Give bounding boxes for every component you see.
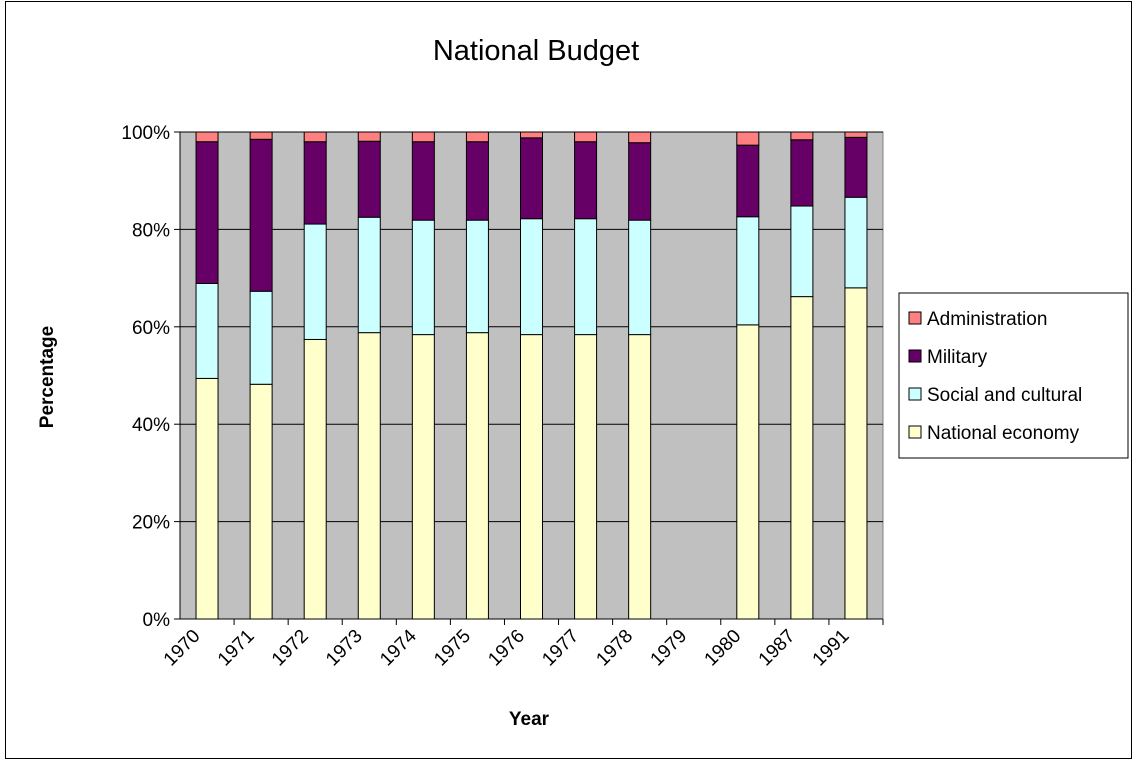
- bar-segment: [574, 334, 598, 620]
- bar-segment: [411, 334, 435, 620]
- bar-segment: [357, 216, 381, 334]
- bar-segment: [411, 141, 435, 221]
- legend-box: [898, 292, 1129, 459]
- bar-segment: [195, 141, 219, 284]
- x-tick-label: 1975: [430, 626, 475, 671]
- bar-segment: [195, 377, 219, 620]
- legend-label: National economy: [927, 423, 1080, 444]
- legend-label: Social and cultural: [927, 385, 1082, 406]
- bar-segment: [249, 383, 273, 620]
- bar-segment: [736, 144, 760, 218]
- y-tick-label: 60%: [132, 318, 170, 339]
- bar-segment: [736, 131, 760, 146]
- bar-segment: [520, 218, 543, 336]
- bar-segment: [357, 140, 381, 218]
- bar-segment: [303, 223, 327, 340]
- bar-segment: [303, 338, 327, 620]
- chart-title: National Budget: [433, 35, 639, 67]
- legend-swatch: [908, 349, 922, 363]
- axes: [174, 131, 884, 625]
- legend-swatch: [908, 311, 922, 325]
- bar-segment: [628, 219, 652, 336]
- bar-segment: [790, 205, 814, 298]
- bar-segment: [249, 138, 273, 292]
- bar-segment: [249, 290, 273, 385]
- chart-canvas: National Budget 0%20%40%60%80%100% 1970 1…: [37, 35, 1129, 730]
- bar-segment: [844, 196, 868, 289]
- y-tick-label: 80%: [132, 220, 170, 241]
- bar-segment: [357, 131, 381, 142]
- legend: Administration Military Social and cultura…: [898, 292, 1129, 459]
- bar-segment: [790, 296, 814, 620]
- bar-segment: [195, 282, 219, 379]
- bar-segment: [574, 131, 598, 143]
- bar-segment: [736, 324, 760, 620]
- bar-segment: [736, 216, 760, 326]
- bar-segment: [520, 334, 543, 620]
- x-tick-label: 1978: [592, 626, 637, 671]
- bar-segment: [520, 131, 543, 139]
- y-tick-labels: 0% 20% 40% 60% 80% 100%: [121, 123, 170, 631]
- x-tick-label: 1971: [214, 626, 259, 671]
- x-tick-label: 1987: [755, 626, 800, 671]
- x-tick-label: 1979: [647, 626, 692, 671]
- x-tick-labels: 1970 1971 1972 1973 1974 1975 1976 1977 1978 1979…: [160, 625, 854, 670]
- x-tick-label: 1976: [484, 626, 529, 671]
- plot-area: 0%20%40%60%80%100% 1970 1971 1972 1973 1974 1…: [121, 123, 884, 670]
- x-tick-label: 1973: [322, 626, 367, 671]
- bar-segment: [465, 131, 489, 143]
- bar-segment: [195, 131, 219, 143]
- y-tick-label: 0%: [143, 610, 171, 631]
- bar-segment: [844, 136, 868, 198]
- x-tick-label: 1974: [376, 625, 421, 670]
- x-axis-title: Year: [509, 709, 550, 730]
- x-tick-label: 1977: [538, 626, 583, 671]
- legend-swatch: [908, 425, 922, 439]
- bar-segment: [790, 131, 814, 141]
- x-tick-label: 1991: [809, 626, 854, 671]
- bar-segment: [844, 287, 868, 620]
- bar-segment: [357, 332, 381, 620]
- bar-segment: [411, 219, 435, 336]
- bar-segment: [790, 139, 814, 207]
- bar-segment: [249, 131, 273, 140]
- x-tick-label: 1970: [160, 626, 205, 671]
- bar-segment: [574, 141, 598, 220]
- bar-segment: [465, 141, 489, 221]
- legend-label: Administration: [927, 309, 1047, 330]
- x-tick-label: 1972: [268, 626, 313, 671]
- bar-segment: [844, 131, 868, 138]
- bar-segment: [303, 131, 327, 143]
- y-tick-label: 40%: [132, 415, 170, 436]
- legend-swatch: [908, 387, 922, 401]
- chart-frame: National Budget 0% 20% 40% 60% 80% 100% 1970 1…: [5, 1, 1132, 759]
- bar-segment: [303, 141, 327, 225]
- bar-segment: [574, 218, 598, 336]
- bar-segment: [520, 137, 543, 220]
- legend-label: Military: [927, 347, 988, 368]
- y-tick-label: 100%: [121, 123, 170, 144]
- y-tick-label: 20%: [132, 513, 170, 534]
- bar-segment: [628, 142, 652, 221]
- x-tick-label: 1980: [701, 626, 746, 671]
- bar-segment: [465, 219, 489, 334]
- bar-segment: [628, 131, 652, 144]
- bar-segment: [411, 131, 435, 143]
- bar-segment: [628, 334, 652, 620]
- y-axis-title: Percentage: [37, 326, 58, 428]
- bar-segment: [465, 332, 489, 620]
